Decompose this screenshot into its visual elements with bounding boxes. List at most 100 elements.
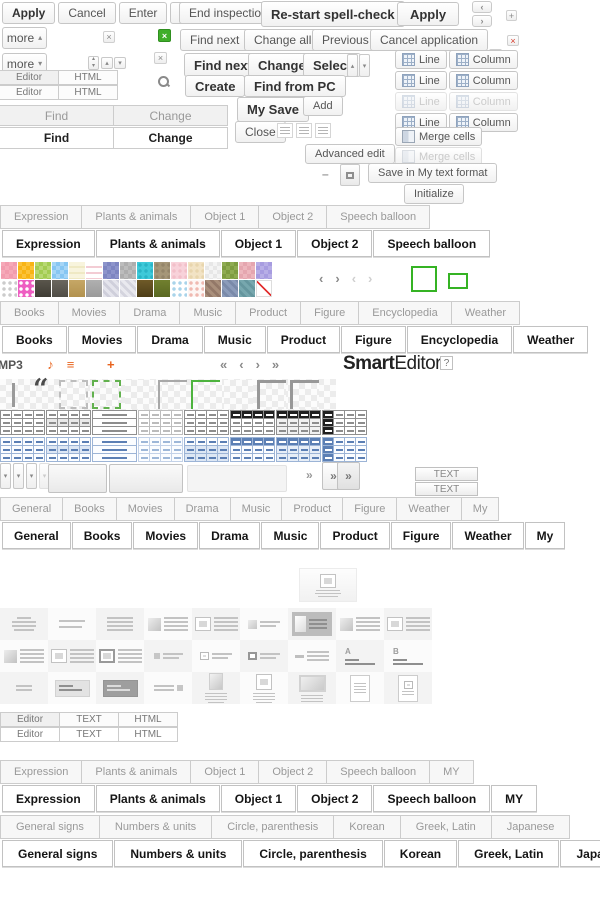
- editor-html-tab[interactable]: HTML: [58, 70, 118, 85]
- layout-style-letter-b-text[interactable]: B: [384, 640, 432, 672]
- theme-tab[interactable]: Books: [0, 301, 59, 325]
- sticker-tab[interactable]: Object 1: [190, 205, 260, 229]
- corner-box-green-icon[interactable]: [191, 380, 220, 409]
- symbol-tab[interactable]: Numbers & units: [114, 840, 243, 867]
- layout-style-framed-image-left-text-2[interactable]: [384, 608, 432, 640]
- layout-style-letter-a-text[interactable]: A: [336, 640, 384, 672]
- palette-swatch[interactable]: [205, 280, 221, 297]
- theme2-tab[interactable]: Product: [281, 497, 344, 521]
- dialog-button[interactable]: Enter: [118, 2, 168, 24]
- theme-tab[interactable]: Music: [179, 301, 237, 325]
- table-style-grey-light[interactable]: [138, 410, 183, 435]
- align-image-left-bottom-icon[interactable]: [315, 123, 331, 138]
- layout-style-text-left[interactable]: [96, 608, 144, 640]
- layout-style-bullet-frame-text[interactable]: [192, 640, 240, 672]
- palette-swatch[interactable]: [103, 280, 119, 297]
- palette-swatch[interactable]: [35, 262, 51, 279]
- my-save-button[interactable]: My Save: [237, 97, 310, 122]
- disc-icon[interactable]: [122, 356, 139, 373]
- palette-swatch[interactable]: [222, 262, 238, 279]
- dropdown-button[interactable]: ▾: [26, 463, 37, 489]
- help-button[interactable]: ?: [440, 356, 453, 370]
- find-from-pc-button[interactable]: Find from PC: [244, 75, 346, 97]
- dialog-button[interactable]: Cancel: [58, 2, 116, 24]
- transparent-box-2-icon[interactable]: [224, 380, 253, 409]
- more-arrow-icon[interactable]: »: [306, 468, 313, 482]
- palette-swatch[interactable]: [239, 262, 255, 279]
- palette-swatch[interactable]: [1, 262, 17, 279]
- table-style-grey-shaded[interactable]: [46, 410, 91, 435]
- theme-tab[interactable]: Product: [235, 301, 302, 325]
- theme2-tab[interactable]: Drama: [199, 522, 261, 549]
- close-icon-2[interactable]: ×: [154, 52, 167, 64]
- palette-swatch[interactable]: [188, 280, 204, 297]
- page-next-icon[interactable]: ›: [335, 271, 340, 286]
- palette-swatch[interactable]: [171, 262, 187, 279]
- palette-swatch[interactable]: [120, 262, 136, 279]
- palette-swatch[interactable]: [35, 280, 51, 297]
- sticker2-tab[interactable]: Object 2: [258, 760, 328, 784]
- layout-style-bold-framed-image-text[interactable]: [96, 640, 144, 672]
- sticker2-tab[interactable]: Object 1: [220, 785, 297, 812]
- table-style-blue-shaded[interactable]: [46, 437, 91, 462]
- palette-swatch[interactable]: [86, 262, 102, 279]
- theme-tab[interactable]: Drama: [137, 326, 203, 353]
- theme2-tab[interactable]: General: [2, 522, 71, 549]
- palette-swatch[interactable]: [103, 262, 119, 279]
- theme2-tab[interactable]: Books: [62, 497, 117, 521]
- palette-swatch[interactable]: [52, 262, 68, 279]
- editor-mode-tab[interactable]: Editor: [0, 727, 60, 742]
- layout-style-dash-text[interactable]: [288, 640, 336, 672]
- sticker2-tab[interactable]: Expression: [2, 785, 95, 812]
- editor-html-tab[interactable]: HTML: [58, 85, 118, 100]
- previous-button[interactable]: Previous: [312, 29, 379, 51]
- close-icon[interactable]: ×: [103, 31, 115, 43]
- symbol-tab[interactable]: Numbers & units: [98, 815, 213, 839]
- music-note-icon[interactable]: ♪: [47, 357, 54, 372]
- theme-tab[interactable]: Weather: [450, 301, 521, 325]
- sticker-tab[interactable]: Object 2: [258, 205, 328, 229]
- theme2-tab[interactable]: Weather: [452, 522, 524, 549]
- close-red-icon[interactable]: ×: [507, 35, 519, 46]
- end-inspection-button[interactable]: End inspection: [179, 2, 278, 24]
- add-media-icon[interactable]: +: [106, 357, 115, 372]
- layout-style-image-left-text-2[interactable]: [336, 608, 384, 640]
- layout-style-quote-panel-dark[interactable]: [96, 672, 144, 704]
- sticker-tab[interactable]: Expression: [0, 205, 83, 229]
- tv-icon[interactable]: [82, 356, 99, 373]
- palette-swatch[interactable]: [1, 280, 17, 297]
- layout-style-quote-panel[interactable]: [48, 672, 96, 704]
- theme-tab[interactable]: Figure: [300, 301, 360, 325]
- cursor-bar-icon[interactable]: [12, 383, 15, 407]
- symbol-tab[interactable]: Circle, parenthesis: [243, 840, 383, 867]
- editor-mode-tab[interactable]: HTML: [118, 712, 178, 727]
- align-image-left-icon[interactable]: [296, 123, 312, 138]
- sticker-tab[interactable]: Object 2: [297, 230, 373, 257]
- theme2-tab[interactable]: My: [460, 497, 500, 521]
- expand-button-2[interactable]: »: [337, 462, 360, 490]
- symbol-tab[interactable]: Circle, parenthesis: [211, 815, 335, 839]
- theme2-tab[interactable]: General: [0, 497, 64, 521]
- close-green-icon[interactable]: ×: [158, 29, 171, 42]
- palette-swatch[interactable]: [205, 262, 221, 279]
- palette-swatch[interactable]: [154, 262, 170, 279]
- step-up-button[interactable]: ▴: [347, 54, 358, 77]
- table-style-blue-shaded2[interactable]: [184, 437, 229, 462]
- symbol-tab[interactable]: Korean: [333, 815, 401, 839]
- spinner-updown[interactable]: ▴ ▾: [88, 56, 99, 70]
- palette-swatch[interactable]: [69, 280, 85, 297]
- initialize-button[interactable]: Initialize: [404, 184, 464, 204]
- close-button[interactable]: Close: [235, 121, 286, 143]
- layout-style-text-image-right[interactable]: [144, 672, 192, 704]
- sticker-tab[interactable]: Expression: [2, 230, 95, 257]
- theme-tab[interactable]: Movies: [57, 301, 121, 325]
- insert-column-button[interactable]: Column: [448, 50, 518, 69]
- text-button[interactable]: TEXT: [415, 482, 478, 496]
- theme-tab[interactable]: Music: [203, 326, 266, 353]
- symbol-tab[interactable]: Greek, Latin: [458, 840, 560, 867]
- table-style-grey-col[interactable]: [322, 410, 367, 435]
- palette-swatch[interactable]: [188, 262, 204, 279]
- palette-swatch[interactable]: [256, 280, 272, 297]
- layout-style-bullet-bold-text[interactable]: [240, 640, 288, 672]
- table-style-blue-head[interactable]: [230, 437, 275, 462]
